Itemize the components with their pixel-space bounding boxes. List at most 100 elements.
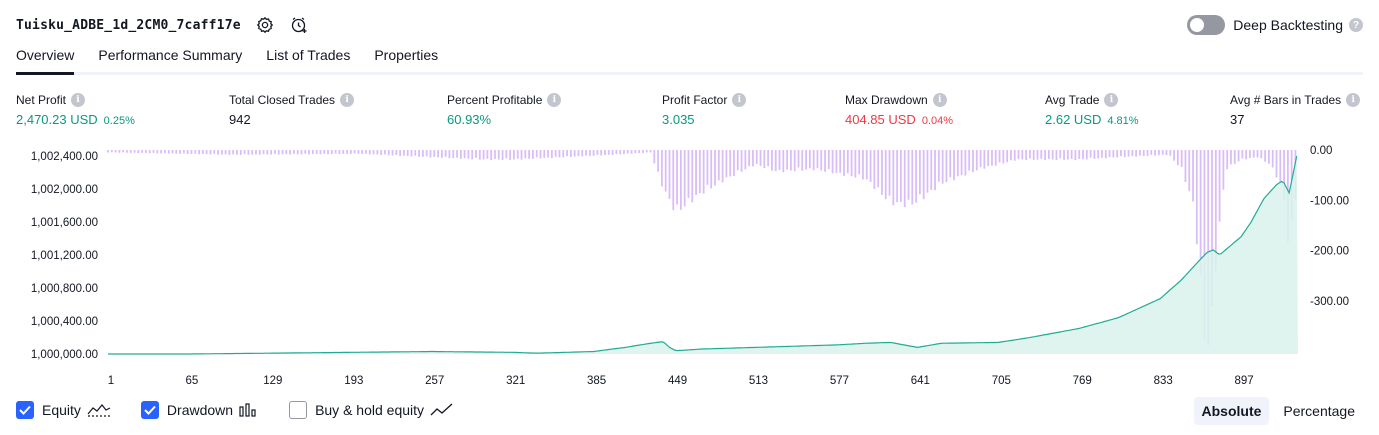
help-icon[interactable]: ? [1349,18,1363,32]
drawdown-bar [179,150,181,154]
add-alert-clock-icon[interactable] [289,15,309,35]
drawdown-bar [1021,150,1024,160]
drawdown-bar [896,150,899,203]
drawdown-bar [376,150,379,155]
drawdown-bar [668,150,671,199]
drawdown-bar [475,150,477,158]
drawdown-bar [979,150,982,168]
drawdown-bar [763,150,766,169]
absolute-button[interactable]: Absolute [1193,397,1270,425]
drawdown-bar [839,150,842,173]
drawdown-bar [1051,150,1054,160]
x-axis-tick-label: 577 [830,375,849,387]
metric-label: Total Closed Trades [229,93,336,107]
deep-backtesting-label: Deep Backtesting [1233,17,1343,33]
info-icon[interactable]: i [340,93,355,107]
drawdown-bar [319,150,322,155]
buy-hold-checkbox[interactable] [289,401,308,419]
equity-area [108,156,1298,354]
x-axis-tick-label: 1 [108,375,114,387]
legend-drawdown[interactable]: Drawdown [140,401,259,419]
tab-performance-summary[interactable]: Performance Summary [98,47,243,63]
drawdown-bar [600,150,603,156]
drawdown-bar [547,150,549,158]
drawdown-bar [467,150,470,159]
equity-checkbox[interactable] [16,401,34,419]
info-icon[interactable]: i [932,93,947,107]
drawdown-bar [1002,150,1005,164]
drawdown-bar [152,150,155,153]
drawdown-bar [255,150,257,155]
drawdown-bar [835,150,838,173]
drawdown-bar [683,150,686,207]
drawdown-bar [907,150,910,200]
deep-backtesting-toggle[interactable] [1187,15,1226,35]
drawdown-bar [1233,150,1236,164]
drawdown-bar [661,150,663,187]
drawdown-bar [808,150,811,169]
tab-properties[interactable]: Properties [374,47,439,63]
drawdown-bar [239,150,242,155]
drawdown-bar [930,150,933,190]
drawdown-bar [642,150,644,154]
gear-icon[interactable] [255,15,275,35]
drawdown-bar [824,150,826,172]
metric-value: 60.93% [447,112,492,127]
drawdown-bar [497,150,500,160]
drawdown-bar [695,150,697,195]
drawdown-bar [1241,150,1244,159]
drawdown-bar [444,150,447,157]
drawdown-bar [812,150,815,171]
drawdown-bar [1199,150,1202,276]
drawdown-bar [676,150,678,205]
drawdown-bar [581,150,584,157]
drawdown-bar [406,150,409,156]
drawdown-bar [1104,150,1107,159]
drawdown-bar [679,150,682,210]
drawdown-bar [463,150,466,159]
drawdown-bar [110,150,113,153]
drawdown-bar [884,150,887,200]
drawdown-bar [513,150,515,160]
drawdown-bar [141,150,144,153]
drawdown-bar [778,150,781,170]
drawdown-bar [190,150,193,154]
drawdown-bar [539,150,542,159]
legend-label: Buy & hold equity [315,402,425,418]
metric-avg-bars-in-trades: Avg # Bars in Trades i 37 [1230,93,1361,127]
drawdown-bar [292,150,295,154]
legend-label: Equity [42,402,81,418]
drawdown-bar [1237,150,1240,162]
drawdown-bar [399,150,402,156]
metric-avg-trade: Avg Trade i 2.62 USD 4.81% [1045,93,1139,127]
info-icon[interactable]: i [547,93,562,107]
drawdown-bar [532,150,534,159]
drawdown-bar [349,150,352,155]
x-axis-tick-label: 705 [992,375,1011,387]
legend-buy-hold[interactable]: Buy & hold equity [289,401,454,419]
drawdown-bar [774,150,777,172]
drawdown-bar [1268,150,1270,164]
percentage-button[interactable]: Percentage [1283,403,1355,419]
drawdown-bar [486,150,489,159]
info-icon[interactable]: i [71,93,86,107]
info-icon[interactable]: i [1346,93,1361,107]
drawdown-bar [1097,150,1100,159]
drawdown-bar [1222,150,1225,190]
info-icon[interactable]: i [732,93,747,107]
drawdown-bar [1135,150,1138,157]
metric-value: 942 [229,112,251,127]
metric-net-profit: Net Profit i 2,470.23 USD 0.25% [16,93,135,127]
tab-overview[interactable]: Overview [16,47,75,75]
drawdown-bar [634,150,637,154]
drawdown-bar [691,150,694,203]
legend-equity[interactable]: Equity [16,401,111,419]
drawdown-bar [820,150,823,171]
drawdown-bar [236,150,238,155]
drawdown-bar [687,150,690,198]
drawdown-checkbox[interactable] [140,401,159,419]
info-icon[interactable]: i [1104,93,1119,107]
drawdown-bar [744,150,747,170]
tab-list-of-trades[interactable]: List of Trades [266,47,351,63]
drawdown-bar [626,150,629,154]
